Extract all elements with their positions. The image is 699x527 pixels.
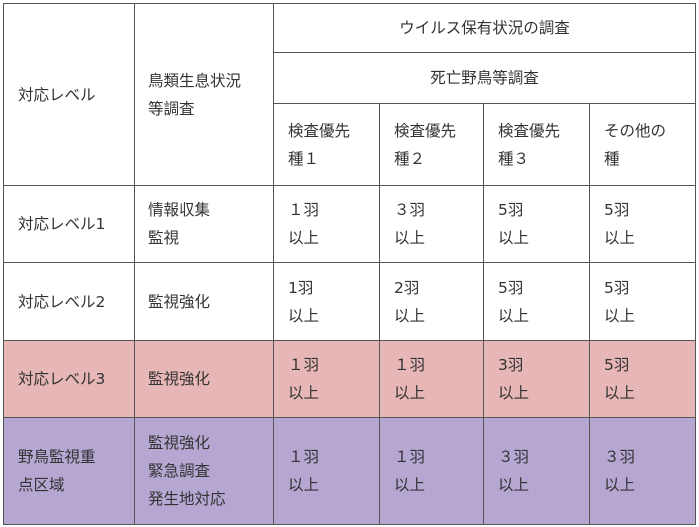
level-label: 野鳥監視重: [18, 448, 96, 466]
count-cell: 5羽 以上: [483, 185, 590, 263]
species-line: 種: [604, 149, 620, 168]
count-value: １羽: [288, 356, 320, 374]
count-qualifier: 以上: [604, 229, 636, 247]
count-qualifier: 以上: [604, 306, 636, 325]
count-qualifier: 以上: [498, 229, 530, 247]
monitoring-line: 監視強化: [148, 370, 211, 388]
monitoring-cell: 監視強化: [134, 262, 274, 341]
header-survey-cell: 鳥類生息状況 等調査: [134, 3, 274, 186]
count-value: 5羽: [498, 278, 524, 297]
header-dead-bird-label: 死亡野鳥等調査: [430, 69, 539, 87]
count-value: 5羽: [604, 356, 630, 374]
header-species-2: 検査優先 種２: [379, 103, 484, 186]
count-cell: 3羽 以上: [483, 340, 590, 418]
header-species-1: 検査優先 種１: [273, 103, 380, 186]
count-cell: １羽 以上: [379, 417, 484, 525]
table-row: 対応レベル1 情報収集 監視 １羽 以上 ３羽 以上 5羽 以上 5羽 以上: [3, 185, 697, 263]
count-qualifier: 以上: [604, 476, 636, 494]
count-qualifier: 以上: [394, 384, 426, 402]
count-cell: １羽 以上: [379, 340, 484, 418]
count-qualifier: 以上: [394, 476, 426, 494]
monitoring-line: 監視強化: [148, 434, 211, 452]
species-line: 検査優先: [498, 121, 561, 140]
count-qualifier: 以上: [288, 229, 320, 247]
level-label: 対応レベル2: [18, 292, 106, 311]
bird-flu-response-table: 対応レベル 鳥類生息状況 等調査 ウイルス保有状況の調査 死亡野鳥等調査 検査優…: [3, 3, 697, 525]
count-qualifier: 以上: [498, 384, 530, 402]
header-survey-line: 鳥類生息状況: [148, 71, 242, 90]
count-qualifier: 以上: [498, 306, 530, 325]
monitoring-line: 監視強化: [148, 292, 211, 311]
count-value: ３羽: [604, 448, 636, 466]
count-value: １羽: [394, 356, 426, 374]
species-line: 種３: [498, 149, 530, 168]
count-cell: 5羽 以上: [483, 262, 590, 341]
count-value: １羽: [288, 201, 320, 219]
count-qualifier: 以上: [394, 229, 426, 247]
monitoring-line: 緊急調査: [148, 462, 211, 480]
level-cell: 対応レベル1: [3, 185, 135, 263]
header-level-label: 対応レベル: [18, 85, 96, 104]
species-line: 検査優先: [288, 121, 351, 140]
header-species-other: その他の 種: [588, 103, 697, 186]
header-virus-label: ウイルス保有状況の調査: [399, 19, 570, 37]
header-survey-line: 等調査: [148, 99, 195, 118]
level-cell: 野鳥監視重 点区域: [3, 417, 135, 525]
monitoring-line: 情報収集: [148, 201, 211, 219]
level-cell: 対応レベル3: [3, 340, 135, 418]
count-cell: ３羽 以上: [483, 417, 590, 525]
header-species-3: 検査優先 種３: [483, 103, 590, 186]
header-level-cell: 対応レベル: [3, 3, 135, 186]
count-cell: 5羽 以上: [588, 340, 697, 418]
count-cell: １羽 以上: [273, 417, 380, 525]
count-value: 5羽: [498, 201, 524, 219]
count-cell: ３羽 以上: [588, 417, 697, 525]
count-qualifier: 以上: [604, 384, 636, 402]
count-qualifier: 以上: [288, 476, 320, 494]
level-label: 点区域: [18, 476, 65, 494]
count-value: 5羽: [604, 278, 630, 297]
count-qualifier: 以上: [288, 306, 320, 325]
monitoring-line: 発生地対応: [148, 490, 226, 508]
table-row: 野鳥監視重 点区域 監視強化 緊急調査 発生地対応 １羽 以上 １羽 以上 ３羽…: [3, 417, 697, 525]
monitoring-cell: 監視強化 緊急調査 発生地対応: [134, 417, 274, 525]
count-cell: 2羽 以上: [379, 262, 484, 341]
count-qualifier: 以上: [498, 476, 530, 494]
species-line: 種１: [288, 149, 320, 168]
level-label: 対応レベル1: [18, 215, 106, 233]
count-cell: １羽 以上: [273, 185, 380, 263]
header-dead-bird-cell: 死亡野鳥等調査: [272, 52, 697, 104]
count-cell: 5羽 以上: [588, 185, 697, 263]
count-value: ３羽: [498, 448, 530, 466]
monitoring-line: 監視: [148, 229, 180, 247]
count-cell: １羽 以上: [273, 340, 380, 418]
level-label: 対応レベル3: [18, 370, 106, 388]
table-row: 対応レベル3 監視強化 １羽 以上 １羽 以上 3羽 以上 5羽 以上: [3, 340, 697, 418]
count-value: 5羽: [604, 201, 630, 219]
count-qualifier: 以上: [288, 384, 320, 402]
count-value: １羽: [288, 448, 320, 466]
count-value: 1羽: [288, 278, 314, 297]
header-virus-cell: ウイルス保有状況の調査: [272, 3, 697, 53]
count-cell: 1羽 以上: [273, 262, 380, 341]
monitoring-cell: 監視強化: [134, 340, 274, 418]
count-cell: 5羽 以上: [588, 262, 697, 341]
count-value: １羽: [394, 448, 426, 466]
count-qualifier: 以上: [394, 306, 426, 325]
species-line: 検査優先: [394, 121, 457, 140]
species-line: 種２: [394, 149, 426, 168]
count-value: ３羽: [394, 201, 426, 219]
level-cell: 対応レベル2: [3, 262, 135, 341]
species-line: その他の: [604, 121, 667, 140]
monitoring-cell: 情報収集 監視: [134, 185, 274, 263]
count-value: 3羽: [498, 356, 524, 374]
count-cell: ３羽 以上: [379, 185, 484, 263]
table-row: 対応レベル2 監視強化 1羽 以上 2羽 以上 5羽 以上 5羽 以上: [3, 262, 697, 341]
count-value: 2羽: [394, 278, 420, 297]
